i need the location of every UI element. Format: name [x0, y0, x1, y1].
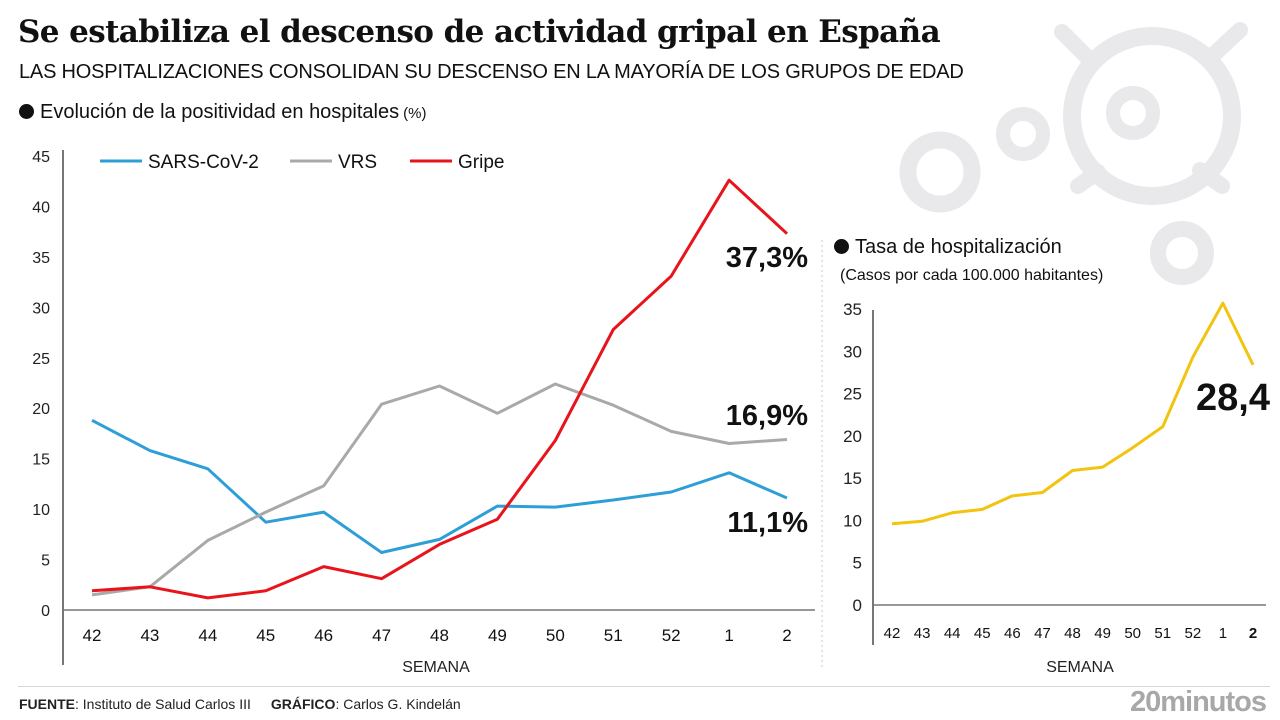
x-tick-label: 48 [1064, 625, 1081, 642]
end-value-label: 28,4 [1196, 377, 1270, 419]
x-tick-label: 2 [782, 626, 791, 645]
end-value-label: 37,3% [726, 242, 808, 274]
x-tick-label: 46 [314, 626, 333, 645]
x-tick-label: 42 [884, 625, 901, 642]
x-tick-label: 2 [1249, 625, 1257, 642]
x-tick-label: 45 [974, 625, 991, 642]
x-tick-label: 46 [1004, 625, 1021, 642]
y-tick-label: 5 [853, 554, 862, 573]
y-tick-label: 35 [843, 300, 862, 319]
virus-spike [1192, 162, 1230, 194]
x-tick-label: 50 [546, 626, 565, 645]
y-tick-label: 25 [843, 385, 862, 404]
right-chart-heading: Tasa de hospitalización [834, 236, 1062, 259]
x-tick-label: 44 [198, 626, 217, 645]
y-tick-label: 10 [32, 502, 50, 519]
footer-divider [18, 686, 1270, 687]
legend-label: SARS-CoV-2 [148, 152, 259, 173]
x-tick-label: 43 [914, 625, 931, 642]
x-tick-label: 52 [662, 626, 681, 645]
virus-spike [1202, 22, 1248, 66]
x-tick-label: 49 [1094, 625, 1111, 642]
legend-label: VRS [338, 152, 377, 173]
virus-spike [1054, 24, 1098, 68]
x-tick-label: 48 [430, 626, 449, 645]
virus-particle [996, 107, 1050, 161]
virus-particle [1150, 221, 1214, 285]
x-tick-label: 44 [944, 625, 961, 642]
x-tick-label: 45 [256, 626, 275, 645]
y-tick-label: 0 [41, 603, 50, 620]
bullet-icon [834, 239, 849, 254]
brand-logo: 20minutos [1129, 686, 1267, 718]
legend-label: Gripe [458, 152, 504, 173]
end-value-label: 11,1% [727, 507, 808, 539]
x-tick-label: 52 [1184, 625, 1201, 642]
x-tick-label: 49 [488, 626, 507, 645]
y-tick-label: 40 [32, 199, 50, 216]
right-chart-note: (Casos por cada 100.000 habitantes) [840, 267, 1104, 284]
left-chart-heading: Evolución de la positividad en hospitale… [19, 101, 426, 124]
x-tick-label: 51 [1154, 625, 1171, 642]
y-tick-label: 30 [32, 300, 50, 317]
left-chart-unit: (%) [403, 105, 427, 122]
virus-spike [1070, 164, 1106, 194]
x-tick-label: 1 [1219, 625, 1227, 642]
series-line-vrs [91, 382, 788, 597]
page-subtitle: LAS HOSPITALIZACIONES CONSOLIDAN SU DESC… [19, 61, 964, 83]
footer-credits: FUENTE: Instituto de Salud Carlos III GRÁ… [19, 696, 461, 712]
x-tick-label: 47 [372, 626, 391, 645]
y-tick-label: 15 [32, 452, 50, 469]
x-axis-title: SEMANA [402, 659, 470, 676]
x-axis-title: SEMANA [1046, 659, 1114, 676]
series-line-tasa-de-hospitalizaci-n [891, 301, 1255, 526]
y-tick-label: 25 [32, 351, 50, 368]
graphic-label: GRÁFICO [270, 696, 336, 712]
y-tick-label: 15 [843, 469, 862, 488]
virus-particle [899, 131, 981, 213]
source-value: : Instituto de Salud Carlos III [75, 696, 251, 712]
y-tick-label: 20 [843, 427, 862, 446]
virus-body-ring [1063, 27, 1241, 205]
x-tick-label: 42 [83, 626, 102, 645]
series-line-gripe [91, 178, 789, 600]
left-chart-title: Evolución de la positividad en hospitale… [40, 101, 400, 123]
y-tick-label: 10 [843, 511, 862, 530]
y-tick-label: 45 [32, 149, 50, 166]
right-chart-title: Tasa de hospitalización [855, 236, 1062, 258]
bullet-icon [19, 104, 34, 119]
source-label: FUENTE [19, 696, 75, 712]
end-value-label: 16,9% [726, 400, 808, 432]
x-tick-label: 50 [1124, 625, 1141, 642]
x-tick-label: 43 [140, 626, 159, 645]
graphic-value: : Carlos G. Kindelán [335, 696, 461, 712]
y-tick-label: 20 [32, 401, 50, 418]
virus-core-ring [1106, 86, 1160, 140]
x-tick-label: 51 [604, 626, 623, 645]
x-tick-label: 1 [724, 626, 733, 645]
y-tick-label: 30 [843, 342, 862, 361]
y-tick-label: 5 [41, 553, 50, 570]
y-tick-label: 0 [853, 596, 862, 615]
y-tick-label: 35 [32, 250, 50, 267]
x-tick-label: 47 [1034, 625, 1051, 642]
page-title: Se estabiliza el descenso de actividad g… [18, 14, 941, 50]
series-line-sars-cov-2 [91, 418, 788, 554]
